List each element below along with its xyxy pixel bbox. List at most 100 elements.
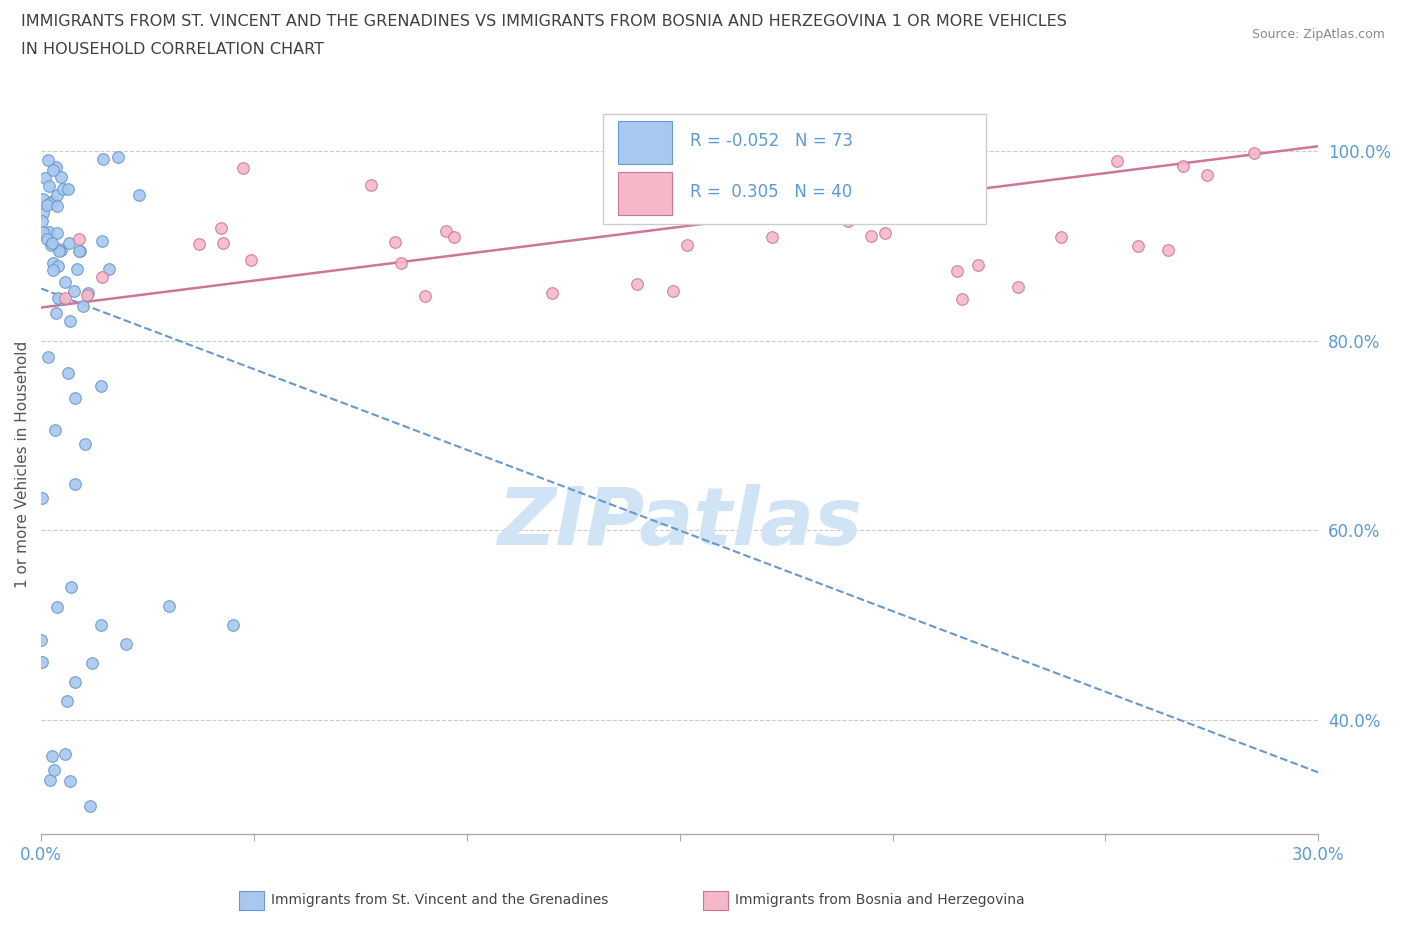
Point	[1197, 168, 1219, 183]
Point	[837, 214, 859, 229]
Point	[46, 291, 69, 306]
Point	[45, 199, 67, 214]
Point	[59, 774, 82, 789]
Point	[49, 242, 72, 257]
Point	[626, 276, 648, 291]
Point	[34, 170, 56, 185]
Point	[65, 476, 87, 491]
Point	[46, 600, 69, 615]
Point	[1243, 145, 1265, 160]
Point	[55, 747, 77, 762]
Point	[661, 284, 683, 299]
Point	[32, 192, 55, 206]
Point	[31, 225, 53, 240]
Point	[67, 244, 90, 259]
Point	[37, 198, 59, 213]
Point	[52, 182, 75, 197]
Point	[212, 235, 235, 250]
Point	[69, 231, 91, 246]
Point	[37, 153, 59, 167]
Point	[918, 186, 941, 201]
Text: R = -0.052   N = 73: R = -0.052 N = 73	[690, 132, 853, 150]
Point	[49, 292, 72, 307]
Point	[187, 236, 209, 251]
Point	[53, 274, 76, 289]
Point	[91, 233, 114, 248]
Point	[950, 291, 973, 306]
Point	[45, 160, 67, 175]
Point	[232, 160, 254, 175]
Point	[761, 230, 783, 245]
Point	[90, 379, 112, 394]
Point	[58, 181, 80, 196]
Point	[45, 225, 67, 240]
Point	[69, 244, 91, 259]
Point	[58, 235, 80, 250]
Y-axis label: 1 or more Vehicles in Household: 1 or more Vehicles in Household	[15, 340, 30, 588]
Point	[1049, 229, 1071, 244]
Point	[39, 238, 62, 253]
Point	[44, 423, 66, 438]
Text: Source: ZipAtlas.com: Source: ZipAtlas.com	[1251, 28, 1385, 41]
Point	[65, 261, 87, 276]
Point	[443, 230, 465, 245]
Point	[60, 580, 83, 595]
Point	[90, 618, 112, 632]
Point	[72, 299, 94, 313]
Text: IMMIGRANTS FROM ST. VINCENT AND THE GRENADINES VS IMMIGRANTS FROM BOSNIA AND HER: IMMIGRANTS FROM ST. VINCENT AND THE GREN…	[21, 14, 1067, 29]
Point	[782, 209, 804, 224]
Point	[1105, 153, 1128, 168]
Point	[98, 261, 121, 276]
Point	[35, 232, 58, 246]
Text: R =  0.305   N = 40: R = 0.305 N = 40	[690, 183, 852, 202]
Point	[37, 350, 59, 365]
Point	[676, 237, 699, 252]
Point	[45, 305, 67, 320]
Point	[391, 256, 413, 271]
Point	[434, 223, 457, 238]
Point	[46, 188, 69, 203]
Point	[620, 205, 643, 219]
Point	[53, 290, 76, 305]
Point	[48, 244, 70, 259]
Point	[63, 675, 86, 690]
Point	[966, 258, 988, 272]
Point	[360, 178, 382, 193]
Point	[46, 259, 69, 273]
Point	[1157, 242, 1180, 257]
Point	[59, 314, 82, 329]
Point	[860, 229, 883, 244]
Point	[91, 152, 114, 166]
Point	[31, 491, 53, 506]
Bar	[619, 122, 672, 165]
Text: ZIPatlas: ZIPatlas	[498, 485, 862, 563]
Bar	[619, 172, 672, 215]
Point	[413, 288, 436, 303]
Text: IN HOUSEHOLD CORRELATION CHART: IN HOUSEHOLD CORRELATION CHART	[21, 42, 325, 57]
Point	[39, 773, 62, 788]
Point	[946, 264, 969, 279]
Point	[221, 618, 243, 632]
Point	[1007, 279, 1029, 294]
Point	[32, 206, 55, 220]
Point	[38, 195, 60, 210]
Point	[107, 150, 129, 165]
Point	[63, 391, 86, 405]
Point	[38, 225, 60, 240]
Point	[79, 799, 101, 814]
Text: Immigrants from Bosnia and Herzegovina: Immigrants from Bosnia and Herzegovina	[735, 893, 1025, 908]
Point	[51, 169, 73, 184]
Point	[1126, 238, 1149, 253]
Point	[31, 655, 53, 670]
Point	[75, 436, 97, 451]
Point	[31, 213, 53, 228]
Point	[42, 193, 65, 208]
Point	[239, 253, 262, 268]
Point	[56, 365, 79, 380]
Point	[82, 656, 104, 671]
Point	[63, 284, 86, 299]
Point	[30, 632, 52, 647]
Point	[209, 220, 232, 235]
Text: Immigrants from St. Vincent and the Grenadines: Immigrants from St. Vincent and the Gren…	[271, 893, 609, 908]
Point	[55, 694, 77, 709]
